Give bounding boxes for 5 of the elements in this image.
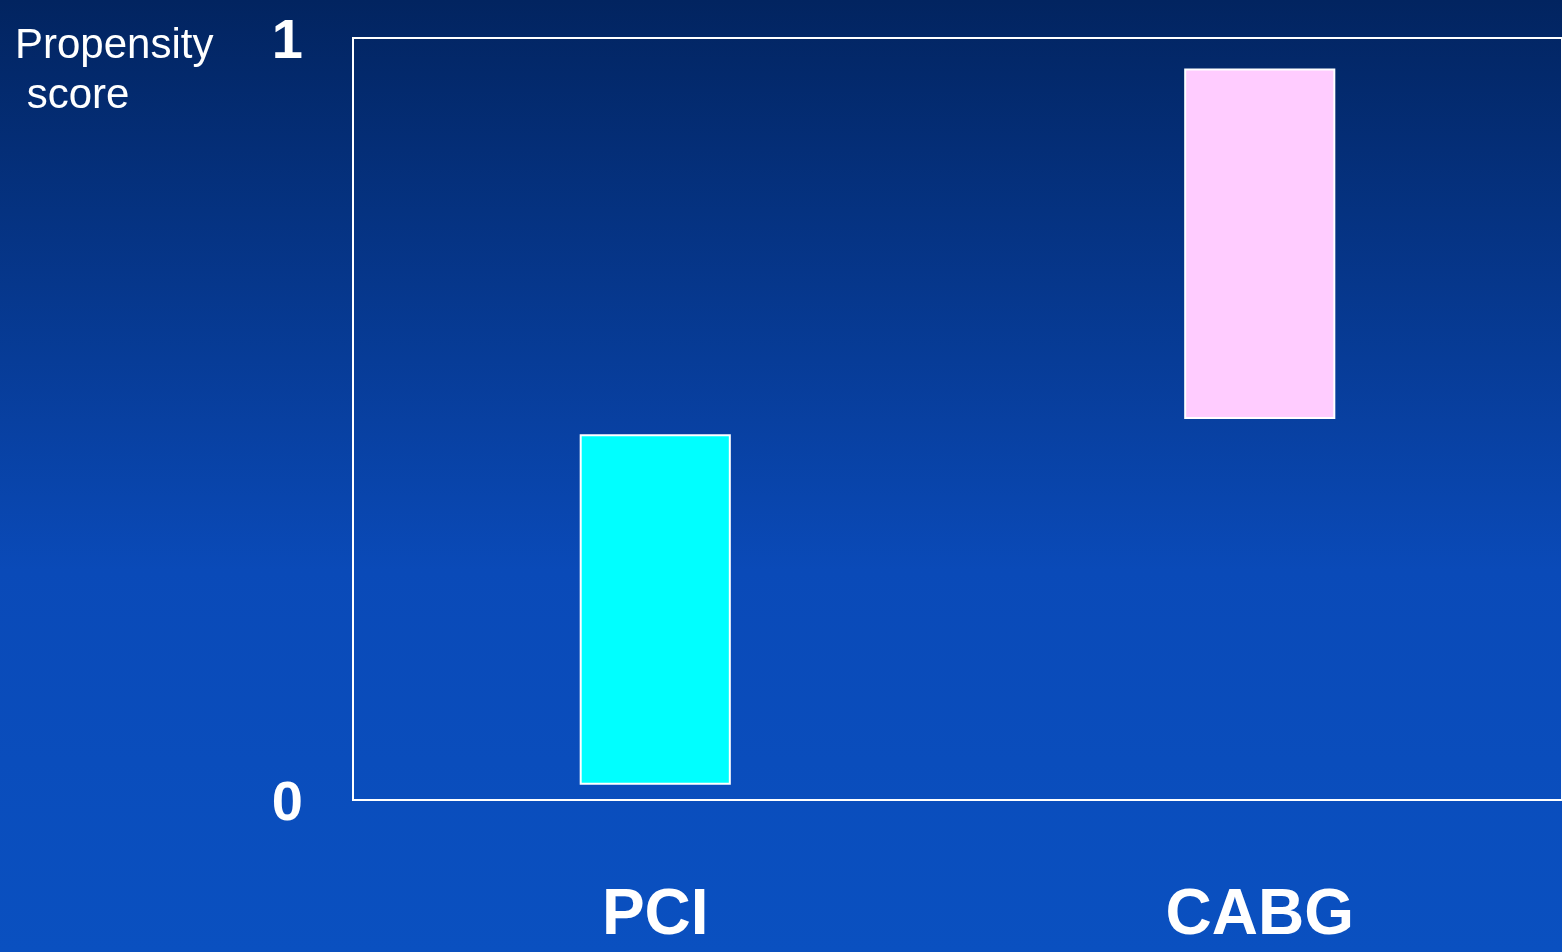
x-tick-label: CABG [1165, 876, 1354, 948]
x-tick-label: PCI [601, 876, 709, 948]
y-axis-title: Propensity score [15, 19, 214, 117]
y-tick-label: 1 [271, 6, 303, 70]
y-tick-label: 0 [271, 768, 303, 832]
